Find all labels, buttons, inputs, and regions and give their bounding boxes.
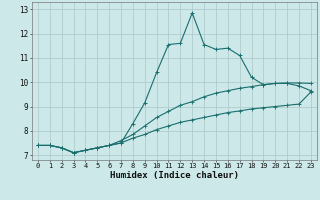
X-axis label: Humidex (Indice chaleur): Humidex (Indice chaleur) <box>110 171 239 180</box>
